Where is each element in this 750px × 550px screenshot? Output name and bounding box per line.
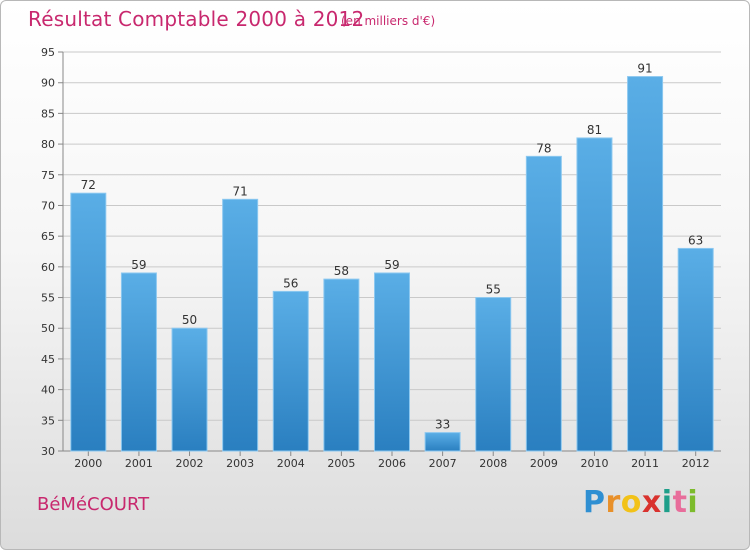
- brand-letter: o: [620, 485, 642, 520]
- bar-2004: [272, 290, 309, 452]
- bar-2001: [120, 272, 157, 452]
- y-tick-label: 90: [41, 77, 55, 90]
- data-label: 59: [131, 258, 146, 272]
- brand-letter: t: [672, 485, 688, 520]
- y-tick-label: 60: [41, 261, 55, 274]
- bars: [70, 76, 714, 452]
- x-tick-label: 2009: [530, 457, 558, 470]
- data-label: 78: [536, 141, 551, 155]
- bar-2003: [222, 198, 259, 452]
- data-label: 63: [688, 233, 703, 247]
- x-tick-label: 2001: [125, 457, 153, 470]
- x-tick-label: 2011: [631, 457, 659, 470]
- brand-letter: x: [641, 485, 662, 520]
- y-tick-label: 45: [41, 353, 55, 366]
- x-tick-label: 2008: [479, 457, 507, 470]
- data-label: 72: [81, 178, 96, 192]
- proxiti-logo: Proxiti: [583, 485, 698, 520]
- x-tick-label: 2007: [429, 457, 457, 470]
- x-tick-label: 2004: [277, 457, 305, 470]
- data-label: 33: [435, 418, 450, 432]
- bar-2005: [323, 278, 360, 452]
- chart-title: Résultat Comptable 2000 à 2012: [28, 7, 365, 31]
- bar-2007: [424, 432, 461, 452]
- brand-letter: r: [605, 485, 621, 520]
- y-tick-label: 80: [41, 138, 55, 151]
- chart-subtitle: (en milliers d'€): [341, 14, 436, 28]
- data-labels: 72 59 50 71 56 58 59 33 55 78 81 91 63: [81, 62, 704, 432]
- brand-letter: P: [583, 485, 606, 520]
- bar-2000: [70, 192, 107, 452]
- data-label: 71: [233, 184, 248, 198]
- y-tick-label: 70: [41, 199, 55, 212]
- y-tick-label: 50: [41, 322, 55, 335]
- data-label: 91: [637, 62, 652, 76]
- y-tick-label: 40: [41, 384, 55, 397]
- brand-letter: i: [687, 485, 699, 520]
- y-tick-label: 35: [41, 414, 55, 427]
- y-tick-label: 85: [41, 107, 55, 120]
- data-label: 55: [486, 283, 501, 297]
- x-tick-label: 2000: [74, 457, 102, 470]
- axes: 30 35 40 45 50 55 60 65 70 75 80 85 90 95 2000 2001 2002…: [41, 46, 721, 470]
- y-tick-label: 65: [41, 230, 55, 243]
- brand-letter: i: [661, 485, 673, 520]
- y-tick-label: 55: [41, 292, 55, 305]
- bar-2010: [576, 137, 613, 452]
- commune-name: BéMéCOURT: [37, 494, 150, 515]
- y-tick-label: 30: [41, 445, 55, 458]
- bar-2012: [677, 247, 714, 452]
- data-label: 58: [334, 264, 349, 278]
- bar-2002: [171, 327, 208, 452]
- y-tick-label: 75: [41, 169, 55, 182]
- x-tick-label: 2003: [226, 457, 254, 470]
- bar-2006: [374, 272, 410, 452]
- data-label: 50: [182, 313, 197, 327]
- x-tick-label: 2010: [580, 457, 608, 470]
- bar-2008: [475, 297, 512, 452]
- x-tick-label: 2006: [378, 457, 406, 470]
- y-tick-label: 95: [41, 46, 55, 59]
- data-label: 56: [283, 276, 298, 290]
- bar-2011: [627, 76, 664, 452]
- data-label: 81: [587, 123, 602, 137]
- data-label: 59: [384, 258, 399, 272]
- x-tick-label: 2005: [327, 457, 355, 470]
- x-tick-label: 2012: [682, 457, 710, 470]
- bar-2009: [525, 155, 562, 452]
- x-tick-label: 2002: [176, 457, 204, 470]
